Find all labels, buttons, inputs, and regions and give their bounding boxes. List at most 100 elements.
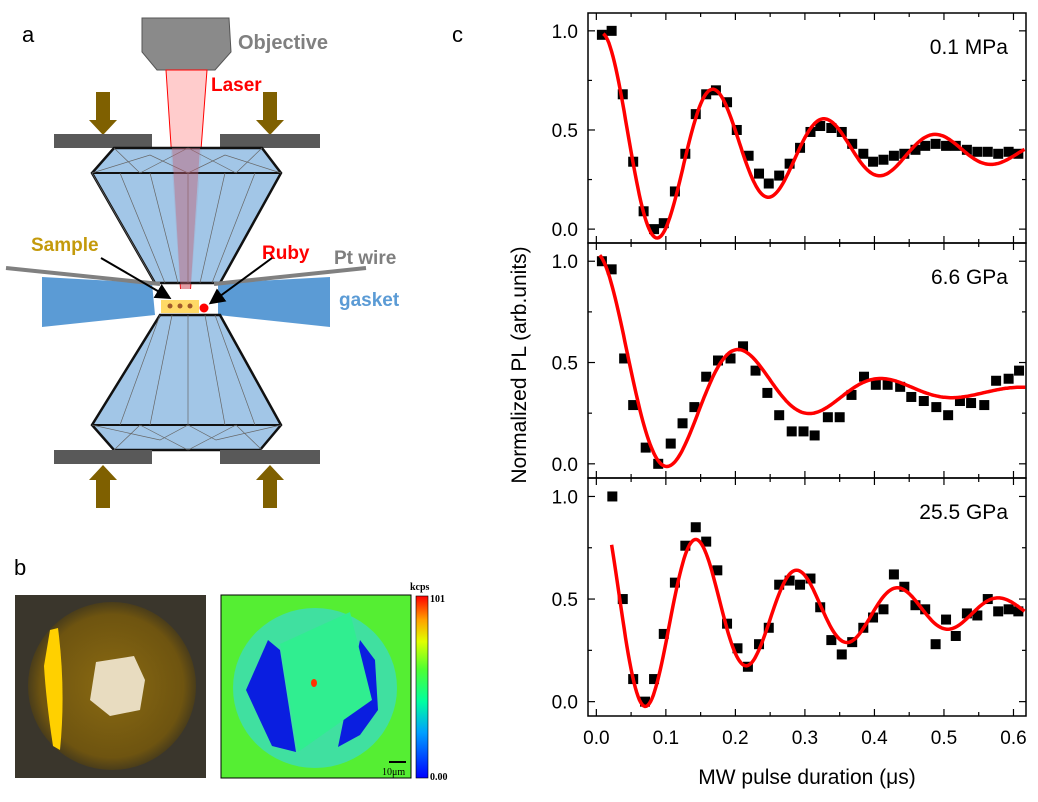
data-point	[701, 371, 712, 382]
x-tick-label: 0.6	[1000, 728, 1026, 749]
objective-lens	[141, 17, 232, 71]
data-point	[834, 412, 845, 423]
panel-c-letter: c	[452, 22, 463, 47]
force-arrow-up-icon	[256, 465, 284, 508]
data-point	[680, 540, 691, 551]
data-point	[930, 639, 941, 650]
data-point	[993, 606, 1004, 617]
data-point	[754, 168, 765, 179]
panel-pressure-label: 6.6 GPa	[931, 266, 1008, 289]
x-tick-label: 0.4	[861, 728, 888, 749]
data-point	[774, 170, 785, 181]
data-point	[822, 412, 833, 423]
gasket-left	[42, 277, 155, 327]
data-point	[653, 458, 664, 469]
data-point	[786, 426, 797, 437]
data-point	[763, 178, 774, 189]
gasket-label: gasket	[339, 290, 400, 311]
laser-label: Laser	[211, 75, 262, 96]
colorbar-min: 0.00	[430, 772, 448, 783]
sample-pointer-arrow	[100, 257, 172, 300]
y-tick-label: 1.0	[552, 252, 578, 273]
sample-label: Sample	[31, 235, 99, 256]
data-point	[836, 649, 847, 660]
data-point	[920, 140, 931, 151]
data-point	[701, 536, 712, 547]
panel-b: b kcps 101 0.00 10μm	[14, 555, 448, 783]
data-point	[941, 614, 952, 625]
data-point	[910, 144, 921, 155]
force-arrow-down-icon	[256, 92, 284, 135]
force-arrow-down-icon	[89, 92, 117, 135]
data-point	[596, 29, 607, 40]
data-point	[805, 126, 816, 137]
data-point	[826, 123, 837, 133]
data-point	[888, 569, 899, 580]
bottom-plate-left	[54, 450, 152, 464]
data-point	[689, 402, 700, 413]
data-point	[943, 410, 954, 421]
data-point	[665, 438, 676, 449]
data-point	[878, 154, 889, 165]
rabi-oscillation-chart: 0.0 0.5 1.0 0.1 MPa 0.0 0.5 1.0 6.6 GPa 0.0 0.5 1.…	[552, 12, 1027, 749]
top-plate-right	[220, 134, 320, 148]
data-point	[899, 148, 910, 159]
laser-beam-through-anvil	[172, 148, 200, 296]
data-point	[858, 148, 869, 159]
data-point	[619, 353, 630, 364]
y-tick-label: 0.0	[552, 455, 578, 476]
data-point	[982, 146, 993, 157]
data-point	[712, 565, 723, 576]
data-point	[795, 579, 806, 590]
ruby-pointer-arrow	[208, 257, 273, 305]
data-point	[954, 396, 965, 407]
colorbar	[415, 595, 429, 779]
data-point	[920, 604, 931, 615]
data-point	[658, 628, 669, 639]
upper-diamond-anvil	[90, 146, 283, 285]
data-point	[750, 365, 761, 376]
x-axis-label: MW pulse duration (μs)	[698, 766, 916, 789]
data-point	[868, 612, 879, 623]
bottom-plate-right	[220, 450, 320, 464]
x-tick-label: 0.0	[583, 728, 609, 749]
data-point	[1014, 365, 1025, 376]
data-point	[713, 355, 724, 366]
data-point	[640, 442, 651, 453]
data-point	[815, 121, 826, 132]
data-point	[930, 138, 941, 149]
objective-label: Objective	[238, 32, 328, 54]
y-tick-label: 0.5	[552, 590, 578, 611]
data-point	[910, 600, 921, 611]
data-point	[732, 643, 743, 654]
data-point	[899, 581, 910, 592]
data-point	[669, 577, 680, 588]
data-point	[784, 575, 795, 586]
data-point	[961, 608, 972, 619]
y-tick-label: 0.5	[552, 121, 578, 142]
data-point	[722, 97, 733, 108]
colorbar-max: 101	[430, 594, 445, 605]
panel-pressure-label: 25.5 GPa	[919, 501, 1008, 524]
y-tick-label: 0.0	[552, 220, 578, 241]
data-point	[859, 371, 870, 382]
data-point	[870, 379, 881, 390]
x-tick-label: 0.1	[653, 728, 679, 749]
data-point	[826, 635, 837, 646]
panel-a-diagram: a Objective Laser	[5, 17, 400, 508]
data-point	[649, 224, 660, 235]
x-tick-label: 0.2	[722, 728, 748, 749]
x-tick-label: 0.3	[792, 728, 818, 749]
data-point	[805, 573, 816, 584]
data-point	[950, 630, 961, 641]
y-tick-label: 1.0	[552, 487, 578, 508]
optical-micrograph	[15, 595, 206, 778]
pt-wire-label: Pt wire	[334, 248, 396, 269]
data-point	[774, 579, 785, 590]
fluorescence-map	[220, 594, 412, 779]
data-point	[649, 674, 660, 685]
data-point	[868, 156, 879, 167]
panel-a-letter: a	[22, 22, 35, 47]
data-point	[931, 402, 942, 413]
